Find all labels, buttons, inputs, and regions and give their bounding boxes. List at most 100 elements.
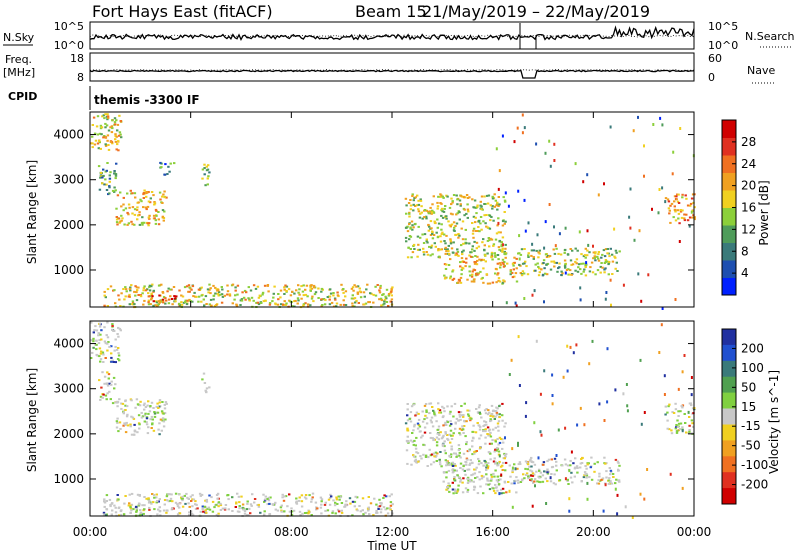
power-cell [489, 237, 492, 240]
velocity-cell [587, 462, 590, 465]
power-cell [106, 113, 109, 116]
velocity-cell [569, 459, 572, 462]
velocity-cell [109, 505, 112, 508]
power-cell [437, 249, 440, 252]
velocity-cell [417, 460, 420, 463]
power-cell [147, 191, 150, 193]
velocity-cell [494, 469, 497, 472]
velocity-cell [551, 465, 555, 468]
power-cell [418, 248, 421, 251]
velocity-cell [328, 496, 332, 499]
power-cell [479, 222, 482, 225]
power-cell [334, 298, 337, 301]
power-cell [113, 289, 116, 292]
velocity-cell [451, 461, 455, 464]
power-cell [496, 262, 499, 265]
power-cell [104, 178, 107, 181]
power-cell [683, 217, 686, 220]
power-speckle [578, 230, 581, 234]
velocity-cell [378, 505, 382, 508]
power-cell [101, 182, 104, 185]
velocity-cell [110, 513, 113, 516]
power-cell [178, 304, 182, 306]
velocity-cell [298, 496, 301, 499]
power-cell [160, 166, 163, 169]
power-cell [431, 231, 434, 234]
power-cell [162, 296, 166, 299]
power-speckle [637, 115, 639, 119]
velocity-cell [424, 414, 427, 417]
velocity-cell [215, 514, 219, 517]
velocity-cell [131, 416, 135, 419]
power-cell [150, 292, 153, 295]
power-cell [405, 240, 408, 243]
power-cell [501, 249, 504, 252]
velocity-cell [153, 411, 156, 413]
power-cell [436, 236, 440, 239]
velocity-cell [576, 467, 579, 469]
power-cell [469, 251, 472, 254]
velocity-cell [103, 382, 106, 385]
power-cell [284, 304, 287, 306]
velocity-cell [202, 372, 206, 375]
power-cell [686, 204, 690, 207]
power-cell [147, 292, 150, 295]
power-cell [117, 134, 121, 137]
power-cell [454, 225, 457, 227]
velocity-cell [327, 498, 331, 501]
velocity-cell [219, 502, 222, 505]
velocity-cell [138, 404, 142, 407]
power-cell [311, 295, 314, 298]
power-cell [206, 177, 209, 180]
velocity-cell [238, 505, 241, 507]
power-cell [257, 296, 261, 299]
power-cell [137, 286, 140, 289]
power-cell [145, 208, 148, 211]
velocity-cell [462, 414, 465, 417]
velocity-cell [219, 504, 223, 507]
power-cell [485, 225, 488, 228]
velocity-cell [200, 493, 204, 496]
power-cell [451, 201, 454, 204]
power-cell [164, 302, 167, 305]
velocity-cell [489, 435, 493, 438]
velocity-cell [345, 500, 348, 503]
velocity-cell [477, 406, 481, 409]
velocity-cell [143, 508, 146, 511]
velocity-cell [169, 497, 173, 500]
power-cell [601, 266, 604, 269]
power-cell [677, 202, 681, 204]
velocity-speckle [586, 497, 589, 501]
power-cell [309, 286, 312, 289]
power-cell [113, 170, 116, 172]
velocity-cell [497, 450, 501, 453]
velocity-cell [251, 493, 254, 496]
power-colorbar-swatch [722, 137, 736, 156]
velocity-cell [300, 505, 304, 508]
velocity-cell [496, 422, 500, 425]
velocity-cell [253, 498, 257, 500]
power-cell [252, 299, 255, 302]
velocity-cell [574, 457, 577, 460]
velocity-cell [129, 507, 133, 510]
power-cell [416, 194, 419, 197]
power-speckle [586, 173, 589, 177]
power-cell [184, 299, 187, 302]
velocity-cell [177, 493, 181, 496]
power-cell [138, 223, 142, 226]
velocity-speckle [551, 373, 554, 377]
power-cell [117, 140, 120, 143]
velocity-cell [198, 492, 202, 495]
velocity-speckle [539, 430, 542, 434]
velocity-cell [496, 446, 499, 449]
power-cell [291, 290, 294, 293]
power-cell [370, 292, 373, 295]
velocity-cell [453, 478, 456, 481]
power-cell [164, 297, 167, 300]
power-cell [209, 298, 213, 301]
velocity-cell [406, 403, 409, 405]
velocity-cell [471, 473, 475, 476]
power-cell [98, 139, 101, 142]
power-cell [166, 290, 169, 293]
power-speckle [664, 200, 667, 204]
